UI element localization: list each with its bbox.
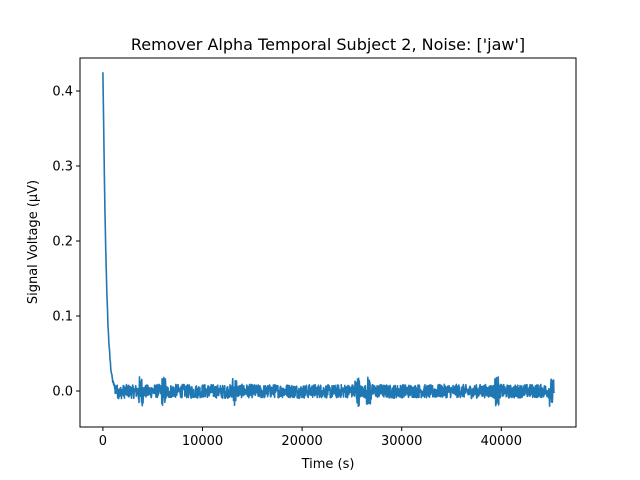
x-tick-label: 40000 <box>481 434 522 449</box>
y-tick-label: 0.4 <box>52 85 73 100</box>
y-tick-label: 0.1 <box>52 310 73 325</box>
x-tick-label: 10000 <box>182 434 223 449</box>
y-axis: 0.0 0.1 0.2 0.3 0.4 <box>52 85 80 400</box>
series-line <box>102 72 555 407</box>
series-layer <box>102 72 555 407</box>
x-axis: 0 10000 20000 30000 40000 <box>99 427 522 449</box>
axes-frame <box>79 57 577 428</box>
chart-title: Remover Alpha Temporal Subject 2, Noise:… <box>131 35 525 54</box>
y-tick-label: 0.0 <box>52 385 73 400</box>
y-axis-label: Signal Voltage (μV) <box>26 180 41 304</box>
x-tick-label: 20000 <box>281 434 322 449</box>
x-tick-label: 30000 <box>381 434 422 449</box>
plot-area <box>79 57 577 428</box>
x-tick-label: 0 <box>99 434 107 449</box>
x-axis-label: Time (s) <box>301 457 355 472</box>
y-tick-label: 0.2 <box>52 235 73 250</box>
y-tick-label: 0.3 <box>52 160 73 175</box>
